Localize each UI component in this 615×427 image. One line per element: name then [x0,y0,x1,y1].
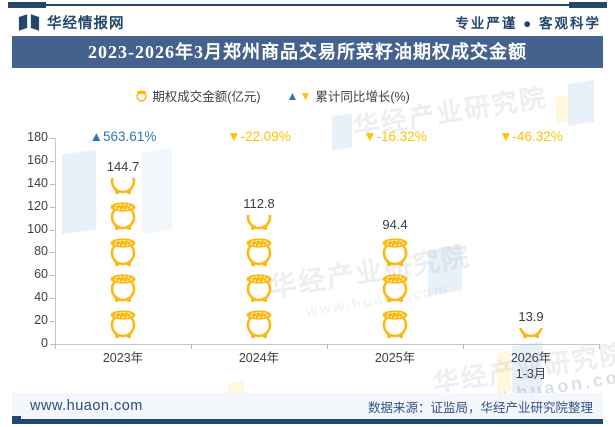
y-axis-tick-label: 60 [34,267,48,282]
x-axis-category-label: 2024年 [238,351,280,365]
header-slogan: 专业严谨 ● 客观科学 [455,16,601,31]
y-axis-tick [50,138,55,139]
value-label: 144.7 [106,159,140,175]
bar-2024年 [241,214,277,344]
x-axis-tick [327,344,328,349]
legend-label: 累计同比增长(%) [315,90,410,104]
chart-title-bar: 2023-2026年3月郑州商品交易所菜籽油期权成交金额 [12,36,603,68]
x-axis-category-label: 2023年 [102,351,144,365]
x-axis-tick [599,344,600,349]
legend-label: 期权成交金额(亿元) [152,90,261,104]
y-axis-tick [50,160,55,162]
chart-title: 2023-2026年3月郑州商品交易所菜籽油期权成交金额 [88,42,527,62]
legend-item-growth: ▲ ▼ 累计同比增长(%) [287,86,410,105]
y-axis-tick-label: 0 [41,336,48,350]
x-axis-category-label: 2026年 1-3月 [510,351,552,381]
y-axis-tick [50,183,55,185]
value-label: 13.9 [518,309,544,325]
y-axis-tick-label: 120 [27,198,48,213]
pot-icon [106,273,140,304]
top-rule [12,4,603,6]
brand: 华经情报网 [18,12,125,33]
value-label: 94.4 [382,216,408,232]
header: 华经情报网 专业严谨 ● 客观科学 [18,11,601,33]
y-axis-tick-label: 140 [27,175,48,190]
pot-icon [135,90,148,102]
top-rule-left-cap [8,2,46,8]
y-axis-tick-label: 80 [34,244,48,259]
growth-label: ▼-16.32% [363,129,427,144]
x-axis-category-label: 2025年 [374,351,416,365]
pot-icon [242,273,276,304]
y-axis-tick-label: 20 [34,313,48,328]
pot-icon [106,178,140,196]
bar-2023年 [105,178,141,344]
pot-icon [378,273,412,304]
pot-icon [106,309,140,340]
growth-label: ▲563.61% [89,129,157,144]
bar-2025年 [377,236,413,344]
y-axis-tick [50,321,55,323]
legend-item-amount: 期权成交金额(亿元) [135,86,261,105]
footer-data-source: 数据来源：证监局，华经产业研究院整理 [367,400,593,415]
huajing-logo-icon [18,13,40,31]
y-axis-tick [50,229,55,231]
up-triangle-icon: ▲ [286,88,299,103]
bar-2026年 [513,328,549,344]
x-axis-tick [191,344,192,349]
down-triangle-icon: ▼ [299,88,312,103]
pot-icon [242,237,276,268]
footer-site-url: www.huaon.com [30,398,143,414]
y-axis-tick-label: 40 [34,290,48,305]
pot-icon [514,328,548,340]
value-label: 112.8 [243,195,275,211]
growth-label: ▼-22.09% [227,129,291,144]
pot-icon [242,309,276,340]
y-axis-tick-label: 160 [27,152,48,167]
footer: www.huaon.com 数据来源：证监局，华经产业研究院整理 [12,393,603,419]
pot-icon [106,237,140,268]
y-axis-tick [50,252,55,254]
y-axis-tick-label: 100 [27,221,48,236]
pot-icon [378,237,412,268]
bottom-rule-left-cap [12,416,21,424]
growth-label: ▼-46.32% [499,129,563,144]
pot-icon [106,201,140,232]
y-axis-line [55,138,56,344]
y-axis-tick [50,344,55,345]
y-axis-tick [50,298,55,300]
x-axis-tick [55,344,56,349]
y-axis-tick [50,275,55,277]
pot-icon [378,309,412,340]
y-axis-tick-label: 180 [27,130,48,144]
y-axis-tick [50,206,55,208]
chart-legend: 期权成交金额(亿元) ▲ ▼ 累计同比增长(%) [0,86,615,105]
top-rule-right-cap [569,2,607,8]
brand-name: 华经情报网 [47,15,125,32]
bottom-rule [12,419,603,424]
x-axis-tick [463,344,464,349]
pot-icon [242,214,276,232]
